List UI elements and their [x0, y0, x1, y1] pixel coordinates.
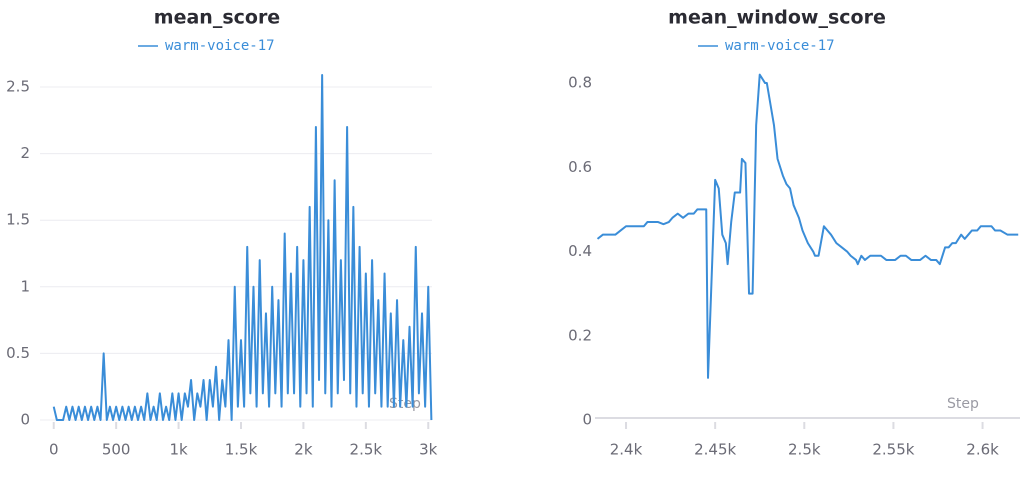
- x-tick-label: 0: [49, 441, 59, 459]
- y-tick-label: 0.6: [568, 158, 592, 176]
- x-tick-label: 500: [102, 441, 131, 459]
- legend-label: warm-voice-17: [725, 38, 835, 54]
- y-tick-label: 1: [20, 277, 30, 295]
- x-tick-label: 3k: [419, 441, 438, 459]
- y-tick-label: 2.5: [6, 77, 30, 95]
- y-tick-label: 0.5: [6, 344, 30, 362]
- y-tick-label: 2: [20, 144, 30, 162]
- x-axis-label: Step: [947, 396, 979, 412]
- x-tick-label: 2.55k: [872, 441, 914, 459]
- y-tick-label: 1.5: [6, 211, 30, 229]
- x-tick-label: 2.45k: [694, 441, 736, 459]
- series-line: [596, 73, 1019, 379]
- x-tick-label: 2.4k: [610, 441, 643, 459]
- series-line: [52, 73, 433, 421]
- x-tick-label: 2.6k: [966, 441, 999, 459]
- chart-title: mean_window_score: [668, 7, 886, 29]
- x-tick-label: 2.5k: [788, 441, 821, 459]
- legend-label: warm-voice-17: [165, 38, 275, 54]
- y-tick-label: 0.4: [568, 242, 592, 260]
- y-tick-label: 0: [582, 411, 592, 429]
- y-tick-label: 0: [20, 411, 30, 429]
- chart-title: mean_score: [154, 7, 280, 29]
- x-tick-label: 2k: [294, 441, 313, 459]
- y-tick-label: 0.8: [568, 74, 592, 92]
- x-tick-label: 2.5k: [350, 441, 383, 459]
- x-tick-label: 1.5k: [225, 441, 258, 459]
- y-tick-label: 0.2: [568, 326, 592, 344]
- x-tick-label: 1k: [169, 441, 188, 459]
